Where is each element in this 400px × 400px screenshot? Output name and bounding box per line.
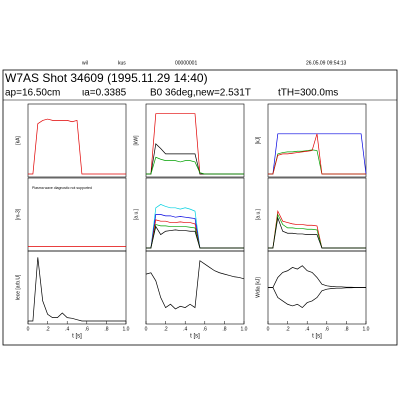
x-tick-label: 1.0: [241, 326, 248, 332]
x-tick-label: .2: [164, 326, 168, 332]
series-line: [146, 156, 244, 175]
panel-frame: [27, 250, 127, 325]
series-line: [268, 216, 366, 249]
y-axis-label: [a.u.]: [255, 208, 261, 220]
x-tick-label: .6: [203, 326, 207, 332]
x-tick-label: .4: [65, 326, 69, 332]
param: tTH=300.0ms: [278, 88, 338, 99]
x-axis-label: t [s]: [190, 334, 200, 340]
y-axis-label: [m-3]: [15, 208, 21, 220]
x-tick-label: 0: [27, 326, 30, 332]
annotation: Plasma wave diagnostic not supported: [32, 186, 92, 190]
series-line: [145, 260, 245, 310]
series-line: [146, 225, 244, 249]
x-tick-label: .8: [344, 326, 348, 332]
y-axis-label: [a.u.]: [133, 208, 139, 220]
host: kus: [118, 60, 126, 66]
frame: [2, 69, 398, 346]
x-tick-label: .6: [85, 326, 89, 332]
param: ιa=0.3385: [82, 88, 127, 99]
panel-frame: [267, 103, 367, 178]
y-axis-label: [kJ]: [255, 136, 261, 144]
y-axis-label: [kA]: [15, 136, 21, 145]
y-axis-label: Iece [arb.U]: [15, 274, 21, 300]
param: ap=16.50cm: [5, 88, 60, 99]
panel-frame: [145, 103, 245, 178]
panel-frame: [145, 250, 245, 325]
x-tick-label: .4: [183, 326, 187, 332]
x-tick-label: .6: [325, 326, 329, 332]
x-tick-label: 0: [267, 326, 270, 332]
number: 00000001: [175, 60, 197, 66]
x-axis-label: t [s]: [72, 334, 82, 340]
x-tick-label: .2: [46, 326, 50, 332]
panel-frame: [27, 103, 127, 178]
series-line: [268, 133, 366, 175]
series-line: [28, 118, 126, 175]
x-tick-label: 1.0: [363, 326, 370, 332]
series-line: [268, 287, 366, 309]
user: wil: [82, 60, 88, 66]
param: B0 36deg,new=2.531T: [150, 88, 251, 99]
x-tick-label: .8: [222, 326, 226, 332]
y-axis-label: [kW]: [133, 135, 139, 146]
series-line: [268, 265, 366, 288]
y-axis-label: Wdia [kJ]: [255, 277, 261, 298]
title: W7AS Shot 34609 (1995.11.29 14:40): [5, 71, 208, 85]
x-tick-label: 1.0: [123, 326, 130, 332]
x-tick-label: .8: [104, 326, 108, 332]
timestamp: 26.05.09 09:54:13: [306, 60, 347, 66]
series-line: [28, 257, 126, 322]
x-tick-label: .2: [286, 326, 290, 332]
x-tick-label: .4: [305, 326, 309, 332]
x-tick-label: 0: [145, 326, 148, 332]
x-axis-label: t [s]: [312, 334, 322, 340]
